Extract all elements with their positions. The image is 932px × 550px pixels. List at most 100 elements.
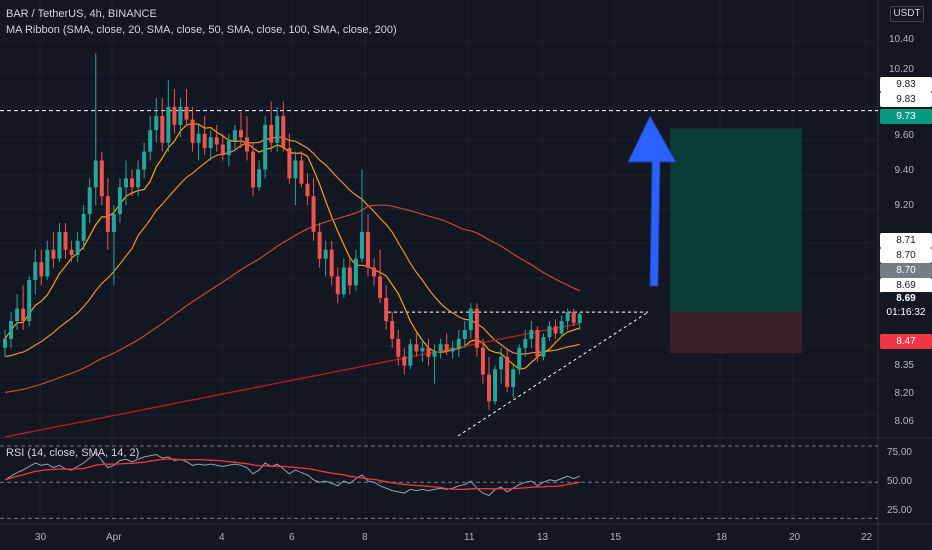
candle-body — [154, 115, 159, 131]
candle-body — [577, 313, 582, 323]
candle-body — [402, 356, 407, 366]
candle-body — [33, 262, 38, 281]
candle-body — [541, 337, 546, 357]
candle-body — [184, 107, 189, 120]
candle-body — [571, 312, 576, 323]
candle-body — [426, 347, 431, 357]
price-tick: 8.20 — [894, 388, 914, 399]
candle-body — [27, 280, 32, 322]
candle-body — [299, 160, 304, 184]
price-tick: 9.20 — [894, 200, 914, 211]
candle-body — [480, 347, 485, 375]
candle-body — [444, 344, 449, 352]
price-tick: 8.06 — [894, 416, 914, 427]
candle-body — [408, 344, 413, 366]
candle-body — [329, 249, 334, 277]
triangle-trendline — [457, 311, 649, 437]
candle-body — [462, 329, 467, 339]
candle-body — [105, 196, 110, 232]
candle-body — [269, 124, 274, 143]
candle-body — [305, 183, 310, 197]
candle-body — [414, 344, 419, 352]
candle-body — [160, 115, 165, 143]
time-label: 6 — [289, 532, 295, 543]
candle-body — [196, 133, 201, 143]
candle-body — [529, 329, 534, 339]
candle-body — [178, 107, 183, 125]
ma-ribbon-legend[interactable]: MA Ribbon (SMA, close, 20, SMA, close, 5… — [6, 24, 397, 36]
sma-200-line — [4, 322, 580, 438]
candle-body — [232, 130, 237, 141]
price-tick: 9.40 — [894, 165, 914, 176]
time-label: 8 — [362, 532, 368, 543]
candle-body — [275, 115, 280, 143]
price-tag-target: 9.73 — [880, 109, 932, 124]
candle-body — [99, 160, 104, 197]
candle-body — [251, 151, 256, 188]
candle-body — [565, 312, 570, 322]
candle-body — [523, 338, 528, 348]
candle-body — [75, 240, 80, 256]
time-label: 4 — [219, 532, 225, 543]
candle-body — [487, 374, 491, 402]
candle-body — [559, 321, 564, 334]
candle-body — [474, 308, 479, 348]
candle-body — [553, 326, 558, 334]
candle-body — [51, 249, 56, 259]
candle-body — [347, 267, 352, 286]
price-tag-level: 8.69 — [880, 278, 932, 293]
candle-body — [148, 130, 153, 152]
currency-selector[interactable]: USDT — [890, 6, 924, 22]
time-label: Apr — [106, 532, 122, 543]
candle-body — [359, 231, 364, 259]
candle-body — [396, 338, 401, 357]
last-price-label: 8.69 — [880, 292, 932, 306]
candle-body — [432, 351, 437, 357]
candle-body — [450, 347, 455, 352]
candle-body — [293, 160, 298, 179]
price-tag-resistance-line: 9.83 — [880, 92, 932, 107]
candle-body — [93, 160, 98, 188]
rsi-tick: 50.00 — [886, 476, 912, 487]
sma-50-line — [4, 136, 580, 358]
candle-body — [499, 356, 504, 370]
candle-body — [136, 169, 141, 188]
bullish-arrow-icon — [627, 114, 677, 287]
candle-body — [335, 276, 340, 295]
candle-body — [63, 231, 68, 250]
rsi-legend[interactable]: RSI (14, close, SMA, 14, 2) — [6, 447, 140, 459]
price-tag-level: 8.70 — [880, 263, 932, 278]
candle-body — [384, 297, 389, 322]
symbol-legend[interactable]: BAR / TetherUS, 4h, BINANCE — [6, 8, 157, 20]
sma-100-line — [4, 204, 581, 393]
candle-body — [69, 249, 74, 256]
price-tick: 10.40 — [888, 34, 914, 45]
candle-body — [517, 347, 522, 370]
candle-body — [263, 124, 268, 170]
candle-body — [505, 356, 510, 388]
price-tag-resistance: 9.83 — [880, 77, 932, 92]
candle-body — [493, 369, 498, 402]
price-tag-stop: 8.47 — [880, 334, 932, 349]
time-label: 18 — [716, 532, 728, 543]
candle-body — [214, 137, 219, 145]
rsi-line — [4, 451, 580, 497]
candle-body — [172, 107, 177, 125]
time-label: 15 — [610, 532, 622, 543]
candle-body — [81, 214, 86, 241]
price-tick: 9.60 — [894, 130, 914, 141]
candle-body — [317, 231, 322, 259]
candle-body — [468, 308, 473, 330]
candle-body — [438, 344, 443, 352]
time-label: 22 — [861, 532, 873, 543]
candle-body — [511, 369, 516, 388]
time-label: 13 — [537, 532, 549, 543]
candle-body — [456, 338, 461, 348]
price-tag-level: 8.71 — [880, 233, 932, 248]
candle-body — [57, 231, 62, 259]
candle-body — [238, 130, 243, 138]
candle-body — [45, 249, 50, 277]
candle-body — [202, 133, 207, 149]
candle-body — [87, 187, 92, 215]
